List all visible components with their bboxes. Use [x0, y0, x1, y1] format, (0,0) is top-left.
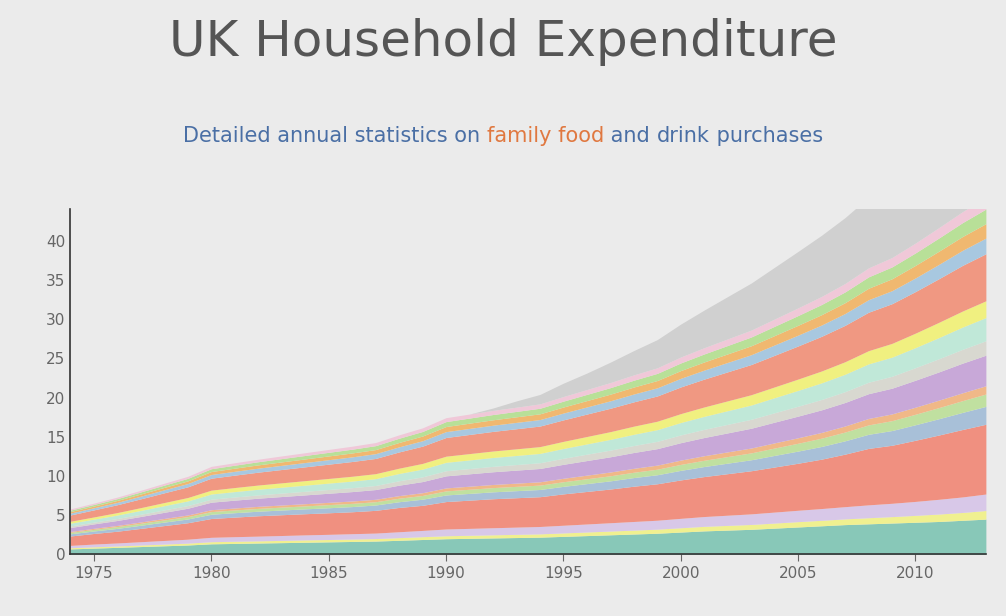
Text: Detailed annual statistics on: Detailed annual statistics on	[183, 126, 487, 145]
Text: UK Household Expenditure: UK Household Expenditure	[169, 18, 837, 67]
Text: family food: family food	[487, 126, 605, 145]
Text: and: and	[605, 126, 657, 145]
Text: purchases: purchases	[709, 126, 823, 145]
Text: drink: drink	[657, 126, 709, 145]
